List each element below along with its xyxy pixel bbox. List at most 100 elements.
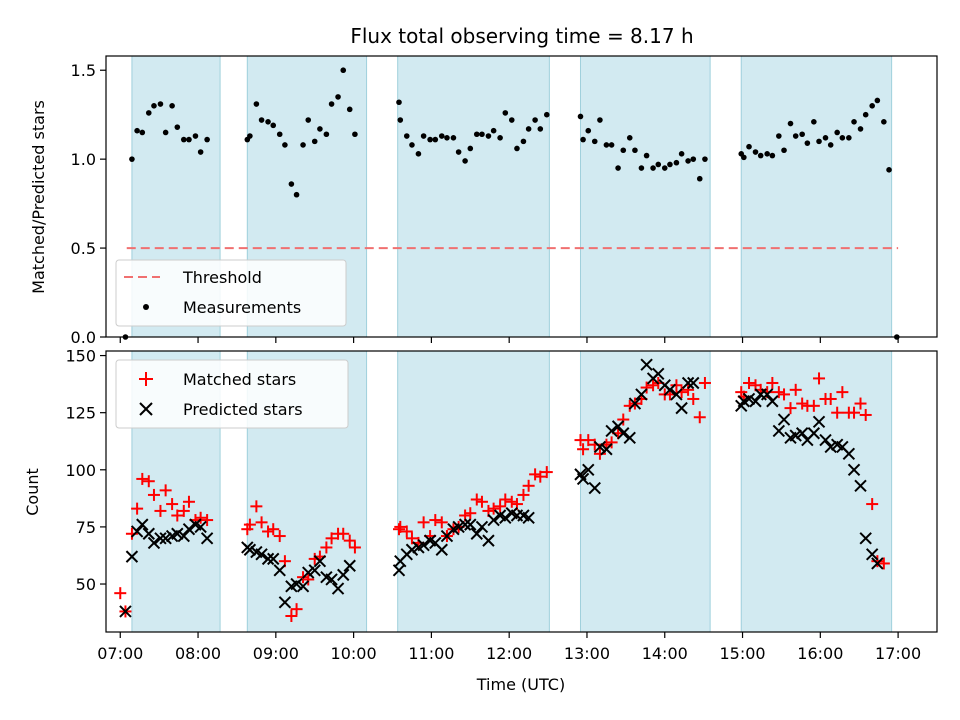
predicted-point bbox=[325, 573, 338, 586]
bottom-ytick-label: 150 bbox=[65, 347, 96, 366]
predicted-point bbox=[670, 388, 683, 401]
measurement-point bbox=[667, 161, 673, 168]
matched-point bbox=[337, 527, 350, 540]
measurement-point bbox=[673, 159, 680, 166]
matched-point bbox=[593, 447, 606, 460]
top-panel: 0.0 0.5 1.0 1.5 Matched/Predicted stars Thr… bbox=[29, 55, 938, 347]
observing-window-5 bbox=[740, 55, 893, 338]
matched-point bbox=[435, 516, 448, 529]
legend-threshold-label: Threshold bbox=[182, 268, 262, 287]
matched-point bbox=[405, 532, 418, 545]
measurement-point bbox=[685, 158, 691, 164]
predicted-point bbox=[588, 481, 601, 495]
predicted-point bbox=[617, 427, 630, 440]
measurement-point bbox=[655, 161, 662, 168]
predicted-point bbox=[308, 564, 321, 577]
legend-matched-label: Matched stars bbox=[183, 370, 296, 389]
matched-point bbox=[114, 587, 127, 600]
matched-point bbox=[166, 498, 179, 511]
measurement-point bbox=[678, 151, 685, 157]
xtick-label: 10:00 bbox=[331, 644, 377, 663]
measurement-point bbox=[603, 142, 610, 148]
matched-point bbox=[831, 406, 844, 419]
matched-point bbox=[687, 392, 700, 405]
measurement-point bbox=[543, 111, 550, 118]
predicted-point bbox=[136, 518, 149, 531]
predicted-point bbox=[194, 520, 207, 534]
matched-point bbox=[582, 434, 595, 447]
measurement-point bbox=[145, 110, 152, 116]
matched-point bbox=[194, 511, 207, 524]
measurement-point bbox=[851, 119, 857, 125]
measurement-point bbox=[615, 165, 621, 171]
legend-predicted-swatch bbox=[139, 402, 153, 416]
predicted-point bbox=[435, 543, 448, 556]
predicted-point bbox=[154, 532, 167, 545]
predicted-point bbox=[119, 605, 132, 618]
measurement-point bbox=[811, 119, 817, 125]
xtick-label: 15:00 bbox=[719, 644, 765, 663]
measurement-point bbox=[764, 151, 770, 157]
measurement-point bbox=[415, 151, 422, 157]
predicted-point bbox=[417, 538, 430, 552]
predicted-point bbox=[405, 543, 419, 556]
legend-measurements-swatch bbox=[143, 304, 149, 310]
predicted-point bbox=[859, 532, 872, 545]
predicted-point bbox=[766, 395, 779, 408]
measurement-point bbox=[502, 110, 509, 116]
predicted-point bbox=[824, 440, 837, 454]
measurement-point bbox=[520, 138, 527, 145]
measurement-point bbox=[352, 131, 358, 138]
top-ytick-label: 1.5 bbox=[71, 61, 96, 80]
matched-point bbox=[854, 397, 867, 410]
measurement-point bbox=[632, 147, 638, 154]
measurement-point bbox=[455, 149, 462, 155]
matched-point bbox=[824, 392, 837, 405]
matched-point bbox=[540, 466, 553, 479]
matched-point bbox=[394, 520, 407, 533]
measurement-point bbox=[881, 119, 887, 125]
matched-point bbox=[320, 541, 333, 554]
measurement-point bbox=[270, 122, 277, 129]
matched-point bbox=[494, 500, 507, 513]
measurement-point bbox=[317, 126, 323, 132]
bottom-frame bbox=[105, 350, 938, 633]
measurement-point bbox=[186, 136, 192, 143]
measurement-point bbox=[702, 156, 708, 162]
predicted-point bbox=[871, 557, 884, 570]
measurement-point bbox=[490, 127, 497, 134]
measurement-point bbox=[839, 135, 846, 141]
matched-point bbox=[159, 484, 172, 497]
matched-point bbox=[789, 383, 802, 396]
predicted-point bbox=[842, 447, 856, 461]
measurement-point bbox=[757, 152, 764, 159]
matched-point bbox=[866, 498, 879, 511]
matched-point bbox=[400, 525, 413, 538]
matched-point bbox=[813, 372, 826, 385]
predicted-point bbox=[458, 518, 472, 531]
matched-point bbox=[243, 518, 256, 531]
matched-point bbox=[417, 516, 430, 529]
predicted-point bbox=[807, 427, 821, 440]
matched-point bbox=[522, 479, 535, 492]
predicted-point bbox=[487, 513, 500, 527]
measurement-point bbox=[746, 143, 752, 150]
matched-point bbox=[670, 379, 683, 392]
measurement-point bbox=[804, 140, 811, 146]
top-legend: Threshold Measurements bbox=[115, 259, 347, 327]
matched-point bbox=[262, 525, 275, 538]
predicted-point bbox=[499, 511, 512, 524]
measurement-point bbox=[608, 142, 615, 148]
matched-point bbox=[290, 603, 303, 616]
top-ylabel: Matched/Predicted stars bbox=[29, 100, 48, 294]
measurement-point bbox=[787, 120, 794, 127]
measurement-point bbox=[288, 181, 295, 187]
top-ytick-label: 0.5 bbox=[71, 239, 96, 258]
measurement-point bbox=[479, 131, 485, 138]
matched-point bbox=[285, 610, 298, 623]
measurement-point bbox=[650, 165, 656, 171]
predicted-point bbox=[464, 518, 477, 531]
matched-point bbox=[201, 514, 214, 527]
bottom-panel: 50 75 100 125 150 07:00 08:00 09:00 10:00 11:00 1… bbox=[23, 347, 938, 694]
measurement-point bbox=[874, 97, 881, 104]
